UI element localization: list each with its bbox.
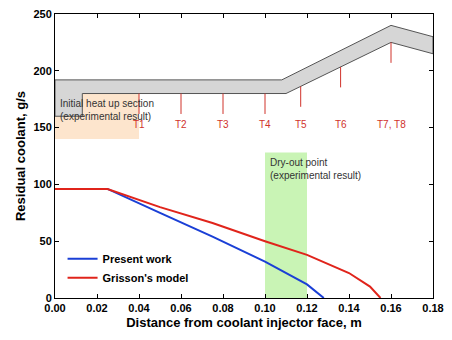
svg-text:0.04: 0.04 xyxy=(128,302,150,314)
svg-text:0.06: 0.06 xyxy=(170,302,191,314)
svg-text:Grisson's model: Grisson's model xyxy=(103,272,189,284)
svg-text:0.10: 0.10 xyxy=(254,302,275,314)
svg-text:T5: T5 xyxy=(295,119,307,130)
svg-text:T3: T3 xyxy=(217,119,229,130)
svg-text:0.02: 0.02 xyxy=(86,302,107,314)
svg-text:50: 50 xyxy=(40,235,52,247)
svg-text:T6: T6 xyxy=(335,119,347,130)
svg-text:0.16: 0.16 xyxy=(380,302,401,314)
svg-text:0.12: 0.12 xyxy=(296,302,317,314)
svg-text:T4: T4 xyxy=(259,119,271,130)
svg-text:0.18: 0.18 xyxy=(422,302,443,314)
svg-text:T1: T1 xyxy=(133,119,145,130)
svg-text:Present work: Present work xyxy=(103,253,173,265)
svg-text:Residual coolant, g/s: Residual coolant, g/s xyxy=(13,91,28,221)
svg-text:Distance from coolant injector: Distance from coolant injector face, m xyxy=(126,315,362,330)
svg-text:Initial heat up section(experi: Initial heat up section(experimental res… xyxy=(60,98,154,122)
svg-text:250: 250 xyxy=(33,8,51,20)
svg-text:0.14: 0.14 xyxy=(338,302,360,314)
svg-text:150: 150 xyxy=(33,121,51,133)
svg-text:T2: T2 xyxy=(175,119,187,130)
svg-text:200: 200 xyxy=(33,65,51,77)
svg-text:0.00: 0.00 xyxy=(44,302,65,314)
svg-text:T7, T8: T7, T8 xyxy=(377,119,406,130)
svg-text:100: 100 xyxy=(33,178,51,190)
svg-text:Dry-out point(experimental res: Dry-out point(experimental result) xyxy=(270,157,361,181)
svg-text:0.08: 0.08 xyxy=(212,302,233,314)
svg-text:0: 0 xyxy=(46,292,52,304)
